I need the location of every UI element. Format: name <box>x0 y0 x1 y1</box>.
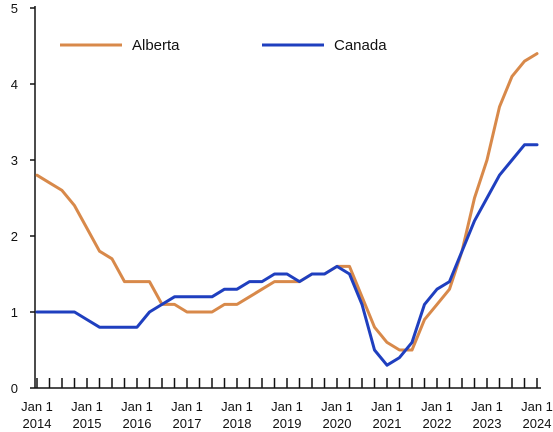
x-tick-label-month: Jan 1 <box>471 399 503 414</box>
x-tick-label-month: Jan 1 <box>421 399 453 414</box>
x-tick-label-month: Jan 1 <box>321 399 353 414</box>
series-line-canada <box>35 143 539 367</box>
axes <box>34 6 541 389</box>
x-tick-label-year: 2018 <box>223 416 252 431</box>
x-tick-label-year: 2019 <box>273 416 302 431</box>
x-tick-label-year: 2015 <box>73 416 102 431</box>
x-tick-label-month: Jan 1 <box>21 399 53 414</box>
x-tick-label-month: Jan 1 <box>171 399 203 414</box>
x-tick-label-year: 2022 <box>423 416 452 431</box>
legend-label-canada: Canada <box>334 37 387 54</box>
y-tick-label: 0 <box>11 381 18 396</box>
legend: Alberta Canada <box>60 37 387 54</box>
x-tick-label-year: 2024 <box>523 416 552 431</box>
x-tick-label-year: 2014 <box>23 416 52 431</box>
x-tick-label-year: 2021 <box>373 416 402 431</box>
y-tick-label: 3 <box>11 153 18 168</box>
x-tick-label-month: Jan 1 <box>221 399 253 414</box>
x-tick-label-year: 2016 <box>123 416 152 431</box>
y-tick-label: 4 <box>11 77 18 92</box>
y-axis-ticks: 0 1 2 3 4 5 <box>11 1 35 396</box>
x-tick-label-month: Jan 1 <box>271 399 303 414</box>
y-tick-label: 2 <box>11 229 18 244</box>
y-tick-label: 5 <box>11 1 18 16</box>
x-tick-label-year: 2017 <box>173 416 202 431</box>
x-tick-label-month: Jan 1 <box>521 399 553 414</box>
x-tick-label-year: 2023 <box>473 416 502 431</box>
x-axis-ticks: Jan 1 2014 Jan 1 2015 Jan 1 2016 Jan 1 2017 Jan … <box>21 378 553 431</box>
x-tick-label-month: Jan 1 <box>121 399 153 414</box>
x-tick-label-month: Jan 1 <box>71 399 103 414</box>
legend-label-alberta: Alberta <box>132 37 180 54</box>
y-tick-label: 1 <box>11 305 18 320</box>
series-line-alberta <box>35 52 539 352</box>
x-tick-label-year: 2020 <box>323 416 352 431</box>
x-tick-label-month: Jan 1 <box>371 399 403 414</box>
series-lines <box>35 52 539 367</box>
